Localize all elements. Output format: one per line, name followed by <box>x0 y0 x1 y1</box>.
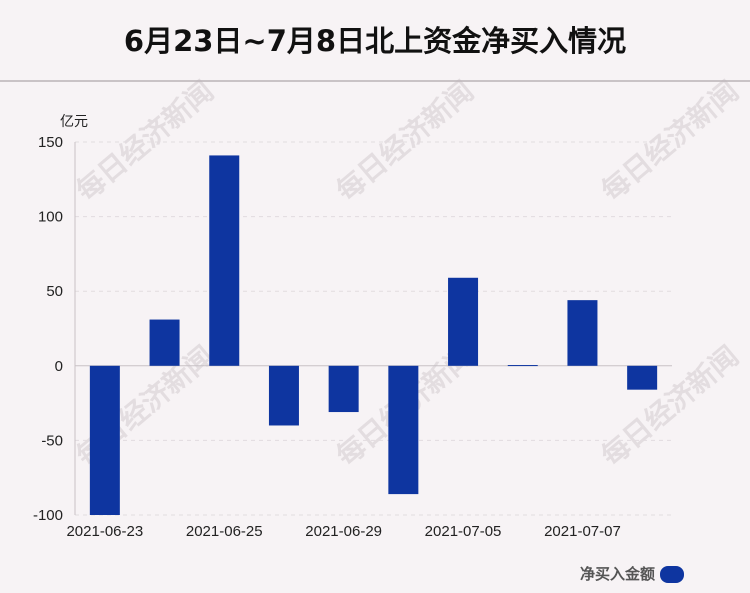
y-tick-label: 50 <box>46 283 63 300</box>
bar <box>507 365 538 367</box>
y-tick-label: 100 <box>38 209 63 226</box>
x-tick-label: 2021-06-23 <box>66 523 143 540</box>
x-tick-label: 2021-06-25 <box>186 523 263 540</box>
bar <box>627 365 658 390</box>
bar <box>388 365 419 495</box>
x-tick-label: 2021-06-29 <box>305 523 382 540</box>
legend-swatch <box>660 566 684 583</box>
y-axis: 150 100 50 0 -50 -100 <box>33 134 76 524</box>
legend-label: 净买入金额 <box>579 565 655 583</box>
bar <box>567 300 598 366</box>
y-tick-label: -100 <box>33 507 63 524</box>
y-tick-label: 0 <box>55 358 63 375</box>
bar <box>268 365 299 426</box>
title-divider <box>0 80 750 82</box>
bar <box>89 365 120 515</box>
y-tick-label: -50 <box>41 432 63 449</box>
x-tick-label: 2021-07-07 <box>544 523 621 540</box>
bar <box>149 319 180 366</box>
x-tick-label: 2021-07-05 <box>425 523 502 540</box>
bar <box>448 277 479 366</box>
y-tick-label: 150 <box>38 134 63 151</box>
bar <box>209 155 240 366</box>
x-axis: 2021-06-23 2021-06-25 2021-06-29 2021-07-05… <box>66 523 620 540</box>
y-unit-label: 亿元 <box>60 113 88 129</box>
bars <box>89 155 658 515</box>
chart-title: 6月23日~7月8日北上资金净买入情况 <box>123 24 627 58</box>
bar <box>328 365 359 413</box>
